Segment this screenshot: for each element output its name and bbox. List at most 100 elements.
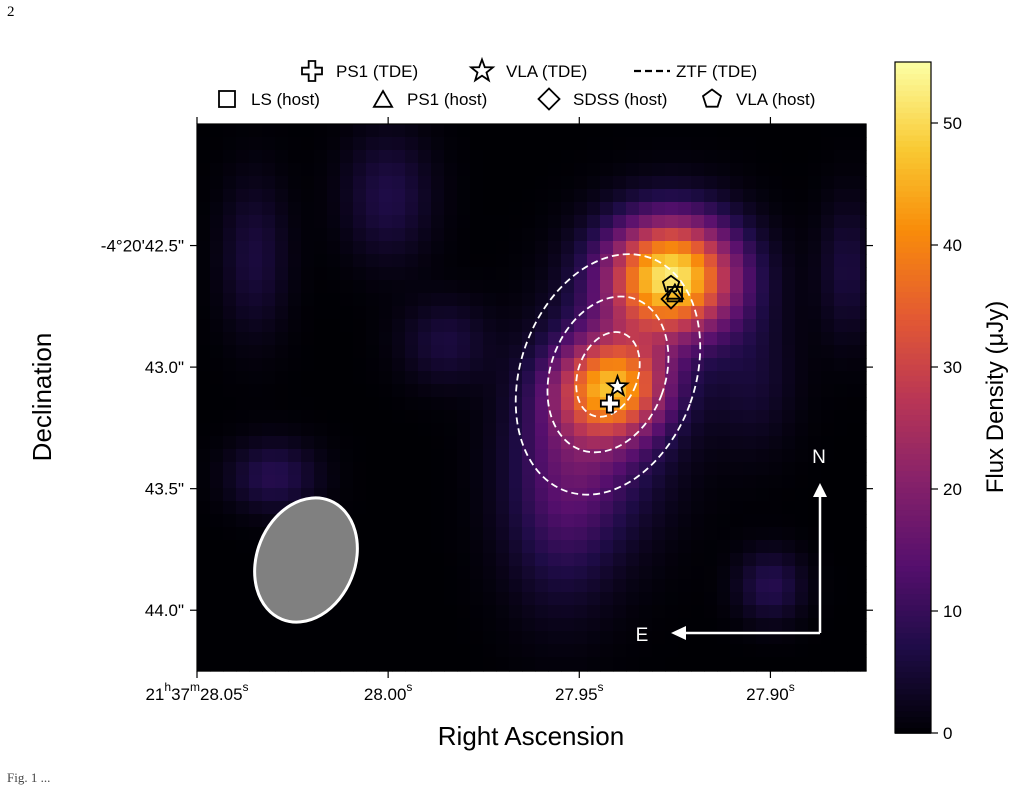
heatmap-pixel xyxy=(379,449,393,463)
heatmap-pixel xyxy=(743,371,757,385)
heatmap-pixel xyxy=(483,241,497,255)
heatmap-pixel xyxy=(756,254,770,268)
heatmap-pixel xyxy=(795,514,809,528)
heatmap-pixel xyxy=(223,215,237,229)
heatmap-pixel xyxy=(860,631,867,645)
heatmap-pixel xyxy=(574,644,588,658)
heatmap-pixel xyxy=(340,267,354,281)
square-marker xyxy=(218,90,236,108)
heatmap-pixel xyxy=(288,397,302,411)
heatmap-pixel xyxy=(236,280,250,294)
heatmap-pixel xyxy=(509,280,523,294)
heatmap-pixel xyxy=(457,592,471,606)
heatmap-pixel xyxy=(340,332,354,346)
colorbar-segment xyxy=(895,296,931,304)
heatmap-pixel xyxy=(210,371,224,385)
heatmap-pixel xyxy=(314,462,328,476)
heatmap-pixel xyxy=(197,189,211,203)
heatmap-pixel xyxy=(730,319,744,333)
heatmap-pixel xyxy=(626,267,640,281)
heatmap-pixel xyxy=(431,436,445,450)
heatmap-pixel xyxy=(613,137,627,151)
ztf-ellipse xyxy=(514,253,702,496)
heatmap-pixel xyxy=(717,657,731,671)
heatmap-pixel xyxy=(405,202,419,216)
heatmap-pixel xyxy=(626,605,640,619)
heatmap-pixel xyxy=(314,631,328,645)
heatmap-pixel xyxy=(379,215,393,229)
heatmap-pixel xyxy=(821,189,835,203)
heatmap-pixel xyxy=(379,540,393,554)
heatmap-pixel xyxy=(782,436,796,450)
heatmap-pixel xyxy=(691,449,705,463)
heatmap-pixel xyxy=(314,371,328,385)
heatmap-pixel xyxy=(379,332,393,346)
heatmap-pixel xyxy=(366,475,380,489)
heatmap-pixel xyxy=(756,241,770,255)
heatmap-pixel xyxy=(522,449,536,463)
heatmap-pixel xyxy=(704,436,718,450)
heatmap-pixel xyxy=(704,592,718,606)
heatmap-pixel xyxy=(756,345,770,359)
heatmap-pixel xyxy=(223,631,237,645)
heatmap-pixel xyxy=(639,189,653,203)
heatmap-pixel xyxy=(431,592,445,606)
heatmap-pixel xyxy=(314,332,328,346)
heatmap-pixel xyxy=(808,358,822,372)
heatmap-pixel xyxy=(769,475,783,489)
heatmap-pixel xyxy=(574,254,588,268)
heatmap-pixel xyxy=(379,436,393,450)
heatmap-pixel xyxy=(574,137,588,151)
heatmap-pixel xyxy=(587,371,601,385)
heatmap-pixel xyxy=(288,423,302,437)
heatmap-pixel xyxy=(639,358,653,372)
colorbar-segment xyxy=(895,129,931,136)
heatmap-pixel xyxy=(574,215,588,229)
heatmap-pixel xyxy=(574,228,588,242)
colorbar-segment xyxy=(895,330,931,337)
heatmap-pixel xyxy=(327,449,341,463)
heatmap-pixel xyxy=(314,150,328,164)
heatmap-pixel xyxy=(769,462,783,476)
heatmap-pixel xyxy=(639,449,653,463)
colorbar-segment xyxy=(895,665,931,673)
heatmap-pixel xyxy=(379,462,393,476)
heatmap-pixel xyxy=(236,631,250,645)
colorbar-segment xyxy=(895,224,931,231)
heatmap-pixel xyxy=(743,189,757,203)
heatmap-pixel xyxy=(483,462,497,476)
heatmap-pixel xyxy=(210,644,224,658)
heatmap-pixel xyxy=(587,267,601,281)
heatmap-pixel xyxy=(457,267,471,281)
heatmap-pixel xyxy=(626,579,640,593)
heatmap-pixel xyxy=(704,644,718,658)
heatmap-pixel xyxy=(392,241,406,255)
colorbar-segment xyxy=(895,514,931,522)
colorbar-segment xyxy=(895,554,931,561)
heatmap-pixel xyxy=(444,657,458,671)
heatmap-pixel xyxy=(730,150,744,164)
heatmap-pixel xyxy=(574,319,588,333)
heatmap-pixel xyxy=(730,137,744,151)
colorbar-segment xyxy=(895,721,931,729)
heatmap-pixel xyxy=(236,553,250,567)
heatmap-pixel xyxy=(509,306,523,320)
heatmap-pixel xyxy=(743,202,757,216)
heatmap-pixel xyxy=(535,553,549,567)
heatmap-pixel xyxy=(860,384,867,398)
heatmap-pixel xyxy=(522,657,536,671)
heatmap-pixel xyxy=(717,436,731,450)
heatmap-pixel xyxy=(288,176,302,190)
heatmap-pixel xyxy=(288,215,302,229)
heatmap-pixel xyxy=(392,475,406,489)
heatmap-pixel xyxy=(600,540,614,554)
heatmap-pixel xyxy=(444,397,458,411)
colorbar-segment xyxy=(895,140,931,147)
heatmap-pixel xyxy=(795,605,809,619)
heatmap-pixel xyxy=(561,371,575,385)
colorbar-segment xyxy=(895,492,931,499)
heatmap-pixel xyxy=(327,631,341,645)
heatmap-pixel xyxy=(600,462,614,476)
heatmap-pixel xyxy=(535,241,549,255)
heatmap-pixel xyxy=(652,488,666,502)
